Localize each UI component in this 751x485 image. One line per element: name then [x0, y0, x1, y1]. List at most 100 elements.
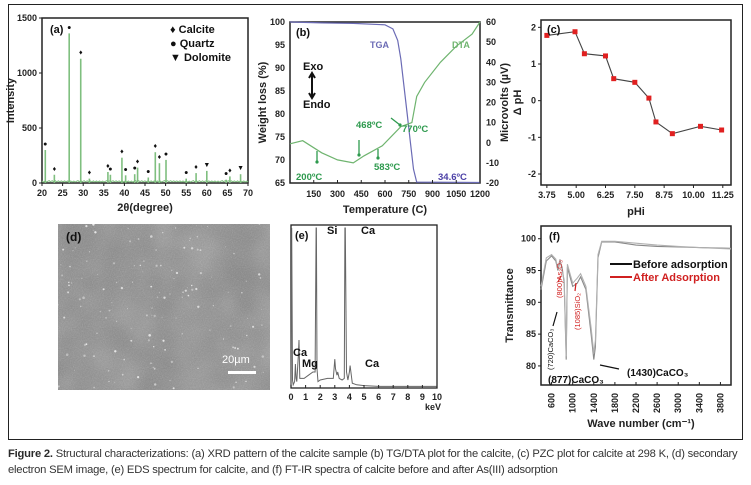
exo-label: Exo [303, 61, 323, 73]
sem-speck [73, 369, 75, 371]
sem-speck [111, 302, 113, 304]
legend-symbol: ♦ [170, 24, 176, 36]
sem-speck [158, 292, 160, 294]
sem-speck [81, 278, 83, 279]
x-tick-label: 1400 [589, 393, 599, 413]
y-tick-label: 75 [275, 132, 285, 142]
sem-speck [232, 386, 235, 389]
x-axis-label: keV [425, 402, 441, 412]
sem-speck [143, 260, 145, 262]
x-tick-label: 2 [318, 392, 323, 402]
sem-speck [112, 262, 116, 265]
sem-speck [62, 248, 65, 251]
panel-label: (a) [50, 24, 64, 36]
y2-tick-label: 10 [486, 118, 496, 128]
xrd-peak-marker: ● [124, 166, 128, 173]
legend-label: Before adsorption [633, 259, 728, 271]
sem-speck [107, 370, 110, 372]
sem-speck [78, 298, 81, 301]
xrd-peak-marker: ♦ [106, 163, 110, 170]
sem-speck [195, 287, 198, 291]
xrd-peak-marker: ● [164, 151, 168, 158]
series-line-dta [289, 21, 481, 164]
sem-speck [161, 316, 163, 318]
x-tick-label: 1000 [568, 393, 578, 413]
caption-text: Structural characterizations: (a) XRD pa… [8, 448, 738, 476]
y2-tick-label: 20 [486, 98, 496, 108]
sem-speck [241, 292, 243, 294]
annotation-arrowhead-icon [398, 123, 402, 127]
sem-speck [261, 324, 263, 326]
pzc-point [653, 119, 659, 125]
sem-speck [237, 347, 239, 350]
sem-speck [181, 332, 184, 335]
sem-speck [209, 329, 211, 331]
y-tick-label: 95 [526, 266, 536, 276]
sem-speck [191, 284, 193, 287]
sem-speck [150, 362, 152, 364]
sem-speck [154, 383, 157, 386]
sem-speck [196, 224, 198, 226]
series-line-tga [289, 21, 481, 184]
xrd-peak-marker: ♦ [158, 154, 162, 161]
x-tick-label: 11.25 [712, 190, 734, 200]
y-tick-label: 95 [275, 40, 285, 50]
eds-peak-label: Ca [365, 358, 380, 370]
sem-speck [183, 246, 186, 249]
xrd-chart: ●♦●♦♦♦●♦● ●♦●♦♦ ●●♦ ▼● ♦ ▼20 25 30 35 40 45 50 55 60 6… [5, 13, 253, 214]
sem-speck [197, 367, 199, 369]
y-tick-label: 80 [526, 361, 536, 371]
xrd-peak-marker: ● [133, 165, 137, 172]
sem-speck [245, 280, 247, 282]
x-tick-label: 900 [425, 189, 440, 199]
sem-speck [189, 237, 192, 240]
legend-entry: ♦ Calcite [170, 24, 215, 36]
annotation-leader-line [574, 282, 577, 292]
sem-image: (d) 20µm [58, 224, 270, 390]
sem-speck [199, 272, 202, 275]
legend-label: After Adsorption [633, 272, 720, 284]
annotation-leader-line [557, 275, 562, 283]
x-tick-label: 45 [140, 188, 150, 198]
x-tick-label: 2200 [631, 393, 641, 413]
x-axis-label: Temperature (C) [343, 204, 427, 216]
pzc-point [611, 76, 617, 82]
sem-speck [68, 284, 70, 287]
x-tick-label: 5.00 [567, 190, 585, 200]
panel-label: (c) [547, 24, 561, 36]
sem-speck [156, 296, 159, 298]
sem-speck [196, 235, 199, 238]
sem-speck [150, 235, 153, 238]
sem-speck [139, 264, 141, 267]
sem-speck [79, 305, 82, 308]
sem-speck [114, 382, 115, 384]
figure-caption: Figure 2. Structural characterizations: … [8, 446, 748, 478]
temperature-annotation: 468ºC [356, 120, 382, 131]
sem-speck [60, 264, 62, 266]
sem-speck [133, 265, 135, 267]
annotation-arrow-icon [390, 117, 401, 126]
y-tick-label: 100 [270, 17, 285, 27]
sem-speck [152, 366, 155, 369]
xrd-peak-marker: ♦ [53, 166, 57, 173]
sem-speck [123, 358, 125, 361]
x-tick-label: 4 [347, 392, 352, 402]
sem-speck [175, 271, 179, 275]
sem-speck [150, 285, 153, 288]
y-tick-label: 1 [531, 59, 536, 69]
x-tick-label: 8.75 [655, 190, 673, 200]
temperature-annotation: 200ºC [296, 172, 322, 183]
sem-speck [196, 248, 199, 251]
pzc-chart: 3.75 5.00 6.25 7.50 8.75 10.00 11.25 -2 -1 0 1 2 pHi… [512, 19, 734, 218]
sem-speck [258, 273, 261, 276]
sem-speck [120, 389, 121, 390]
y-axis-label: Intensity [5, 77, 17, 123]
sem-speck [188, 240, 190, 241]
plot-area [540, 225, 732, 386]
y-tick-label: 90 [275, 63, 285, 73]
x-tick-label: 40 [119, 188, 129, 198]
sem-speck [74, 247, 76, 249]
y2-tick-label: 50 [486, 37, 496, 47]
sem-speck [129, 240, 132, 243]
sem-speck [105, 317, 107, 319]
